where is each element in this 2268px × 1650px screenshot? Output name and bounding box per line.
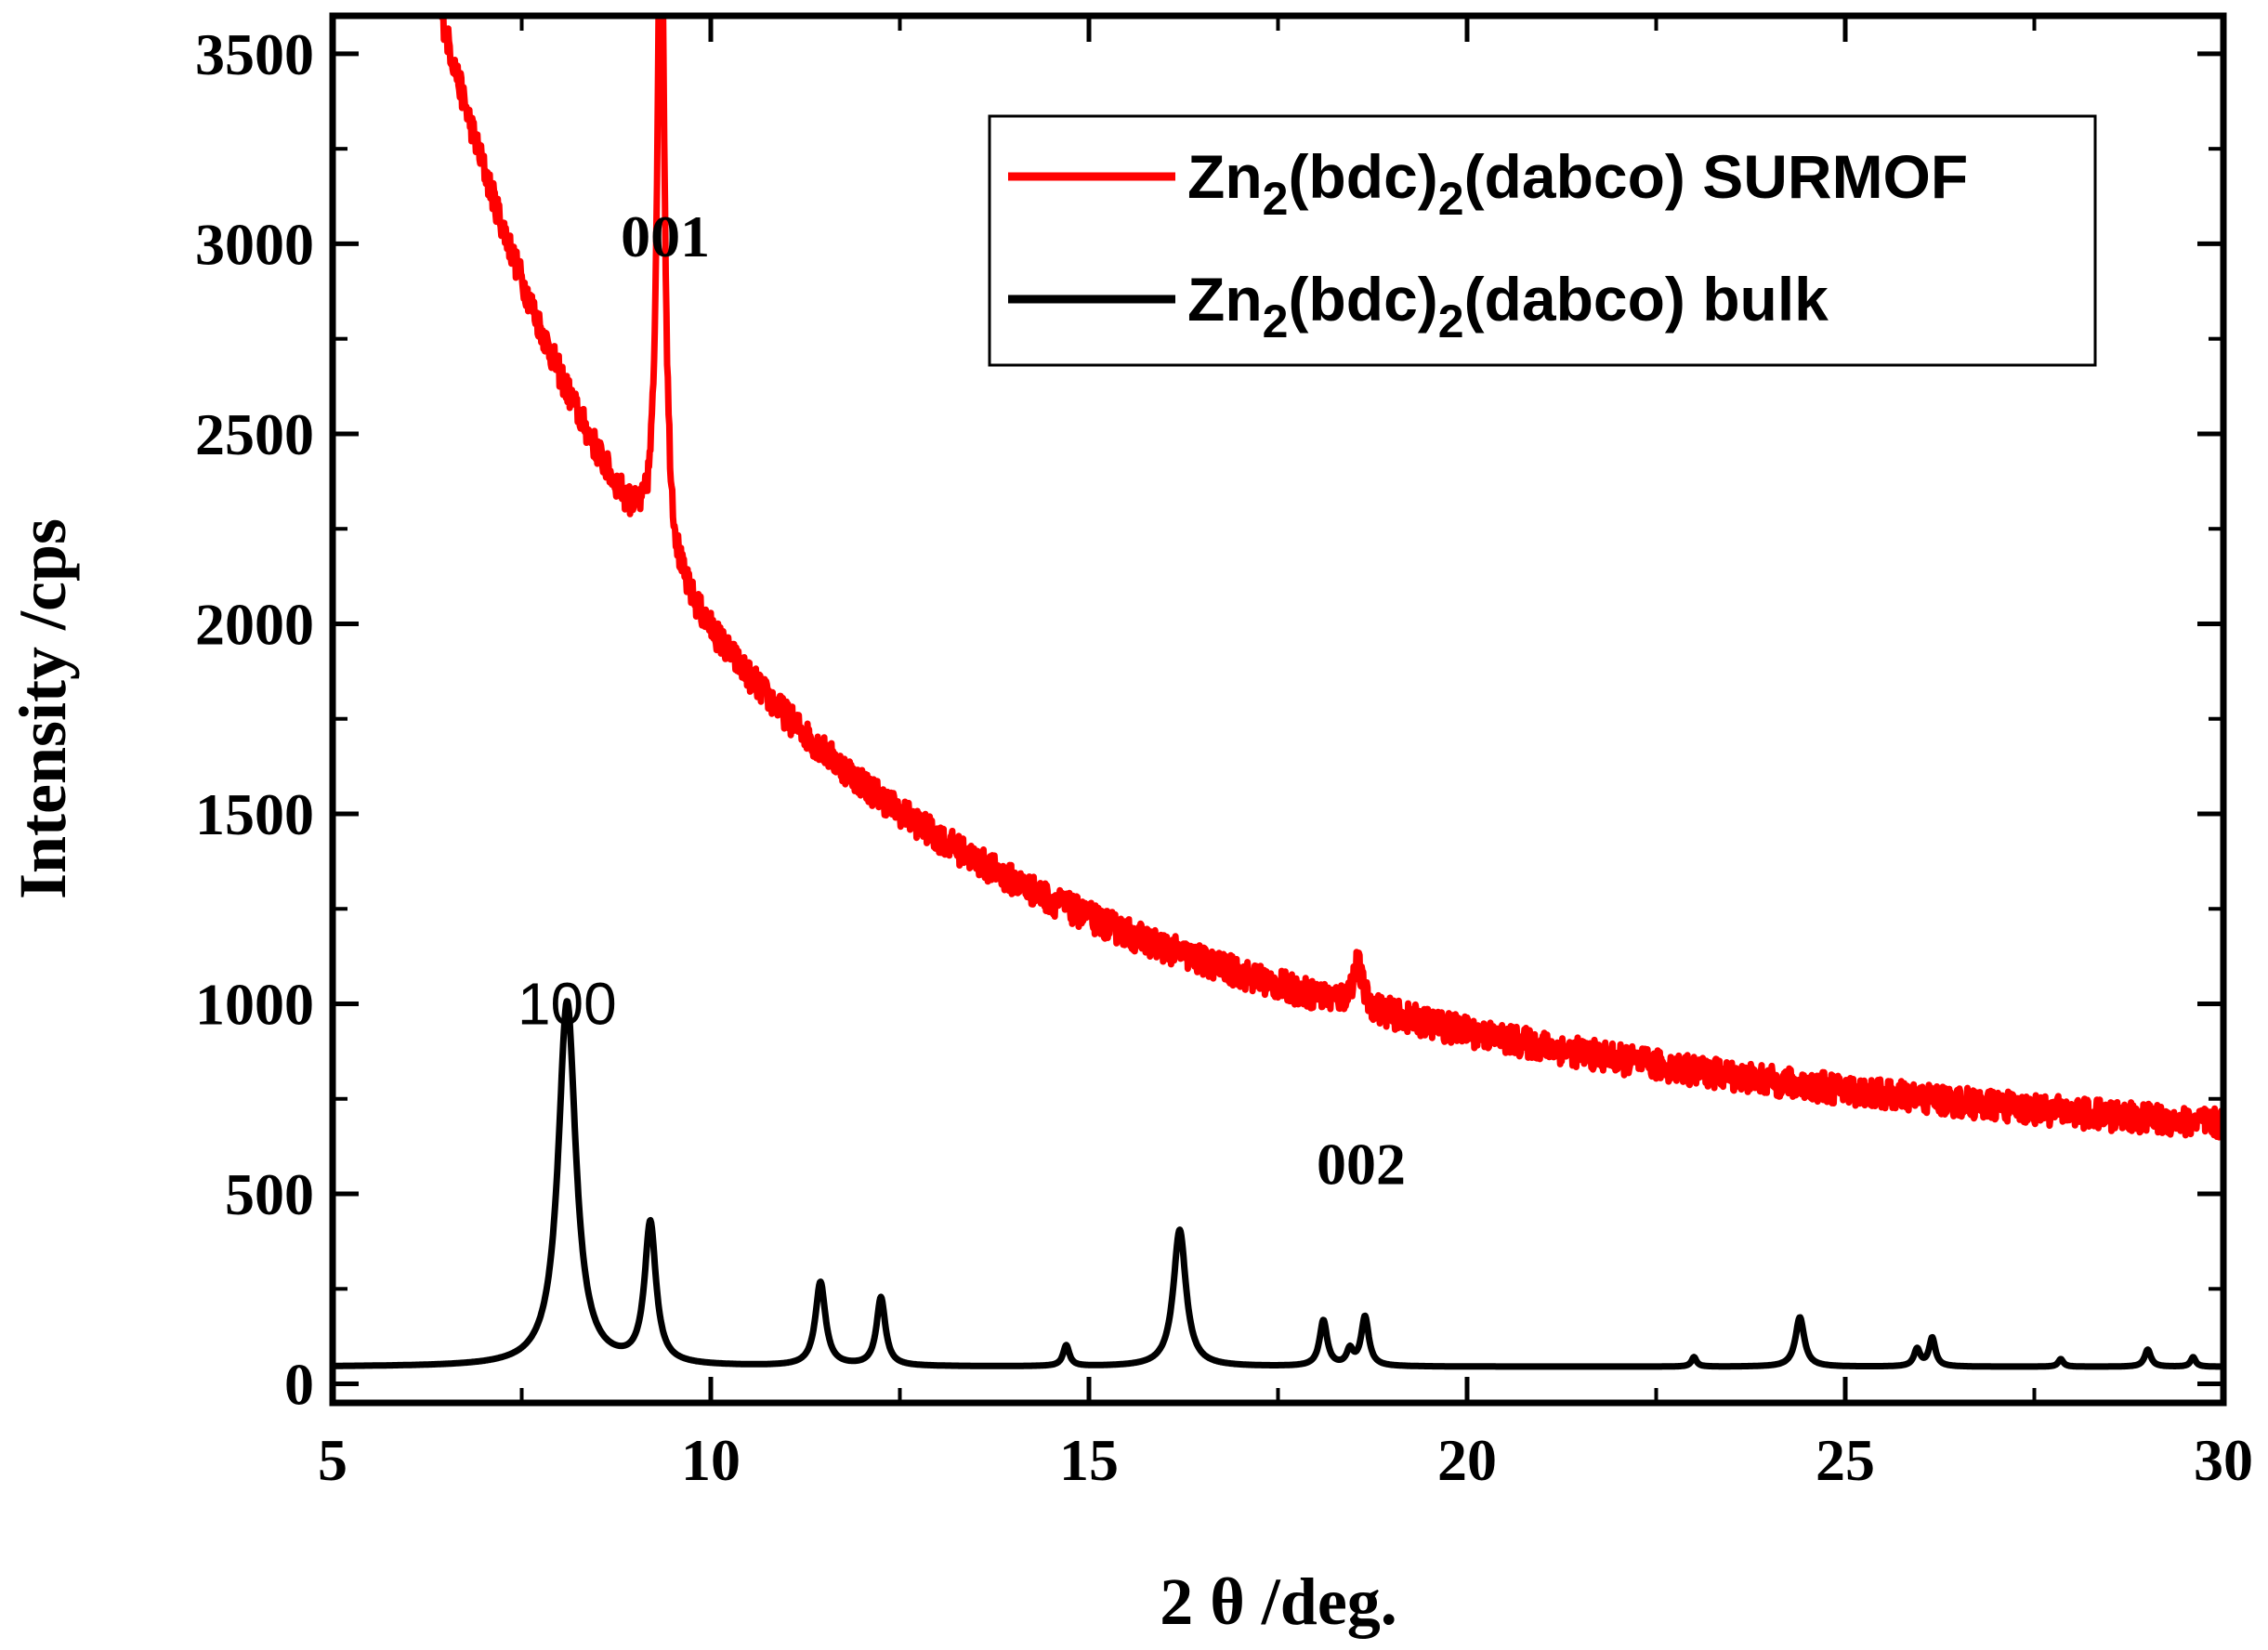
y-tick-label: 2000 — [195, 591, 314, 657]
legend-label-bulk: Zn2(bdc)2(dabco) bulk — [1187, 265, 1829, 347]
x-tick-label: 15 — [1059, 1427, 1119, 1493]
series-line-bulk — [333, 998, 2223, 1370]
x-tick-label: 20 — [1437, 1427, 1497, 1493]
y-tick-label: 500 — [225, 1161, 314, 1227]
y-tick-label: 2500 — [195, 401, 314, 467]
peak-annotation-001: 001 — [621, 203, 710, 269]
x-tick-label: 10 — [681, 1427, 741, 1493]
legend: Zn2(bdc)2(dabco) SURMOF Zn2(bdc)2(dabco)… — [988, 114, 2097, 367]
y-axis-title: Intensity /cps — [6, 518, 80, 899]
x-tick-label: 5 — [318, 1427, 347, 1493]
x-tick-label: 25 — [1816, 1427, 1875, 1493]
y-tick-label: 0 — [284, 1352, 314, 1418]
series-line-surmof — [438, 16, 2223, 1141]
peak-annotation-002: 002 — [1317, 1131, 1406, 1197]
y-tick-label: 1500 — [195, 781, 314, 847]
y-tick-label: 3500 — [195, 21, 314, 87]
y-tick-label: 3000 — [195, 211, 314, 277]
peak-annotation-100: 100 — [518, 971, 617, 1038]
legend-label-surmof: Zn2(bdc)2(dabco) SURMOF — [1187, 142, 1968, 225]
x-tick-label: 30 — [2194, 1427, 2253, 1493]
legend-box — [988, 114, 2097, 367]
y-tick-label: 1000 — [195, 972, 314, 1038]
x-axis-title: 2 θ /deg. — [1160, 1565, 1397, 1639]
